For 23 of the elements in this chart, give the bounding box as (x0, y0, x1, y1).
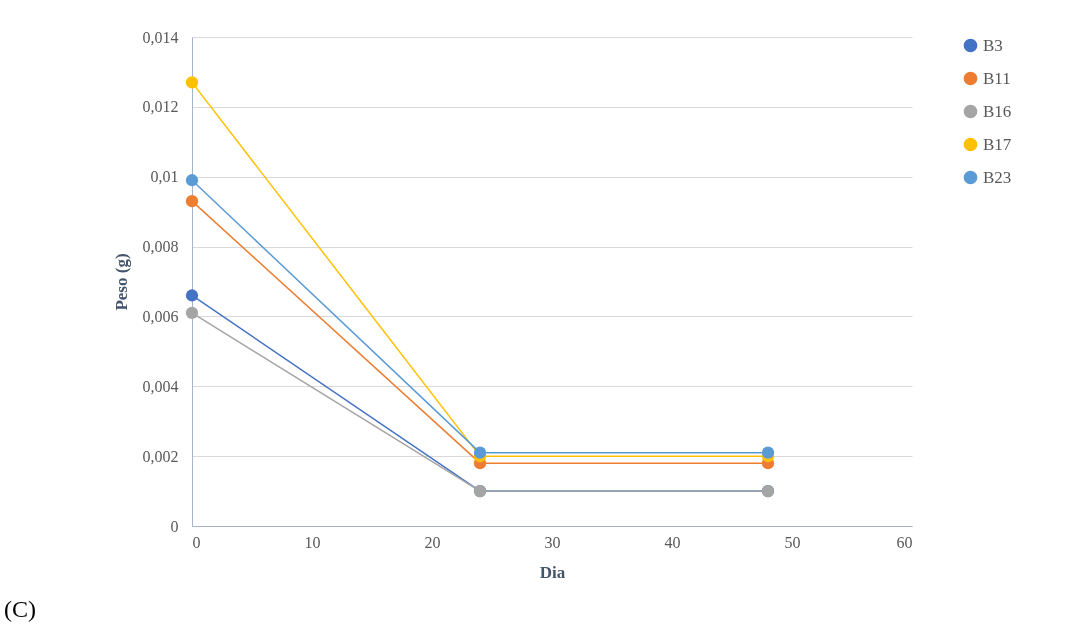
text: (C) (4, 596, 36, 623)
x-tick-label: 40 (664, 533, 681, 551)
x-tick-label: 10 (304, 533, 321, 551)
y-tick-label: 0,002 (142, 447, 179, 465)
x-tick-label: 20 (424, 533, 441, 551)
y-tick-label: 0,014 (142, 28, 179, 46)
y-tick-label: 0,012 (142, 98, 179, 116)
legend-label: B3 (983, 35, 1003, 55)
legend-label: B11 (983, 68, 1011, 88)
y-tick-label: 0 (170, 517, 179, 535)
legend-label: B17 (983, 134, 1012, 154)
y-tick-label: 0,008 (142, 238, 179, 256)
legend-label: B23 (983, 167, 1012, 187)
x-tick-label: 0 (192, 533, 201, 551)
y-axis-title: Peso (g) (111, 253, 131, 311)
y-tick-label: 0,004 (142, 377, 179, 395)
y-tick-label: 0,006 (142, 307, 179, 325)
y-tick-label: 0,01 (150, 168, 179, 186)
x-tick-label: 30 (544, 533, 561, 551)
x-axis-title: Dia (539, 562, 566, 582)
x-tick-label: 60 (896, 533, 913, 551)
legend-label: B16 (983, 101, 1012, 121)
x-tick-label: 50 (784, 533, 801, 551)
